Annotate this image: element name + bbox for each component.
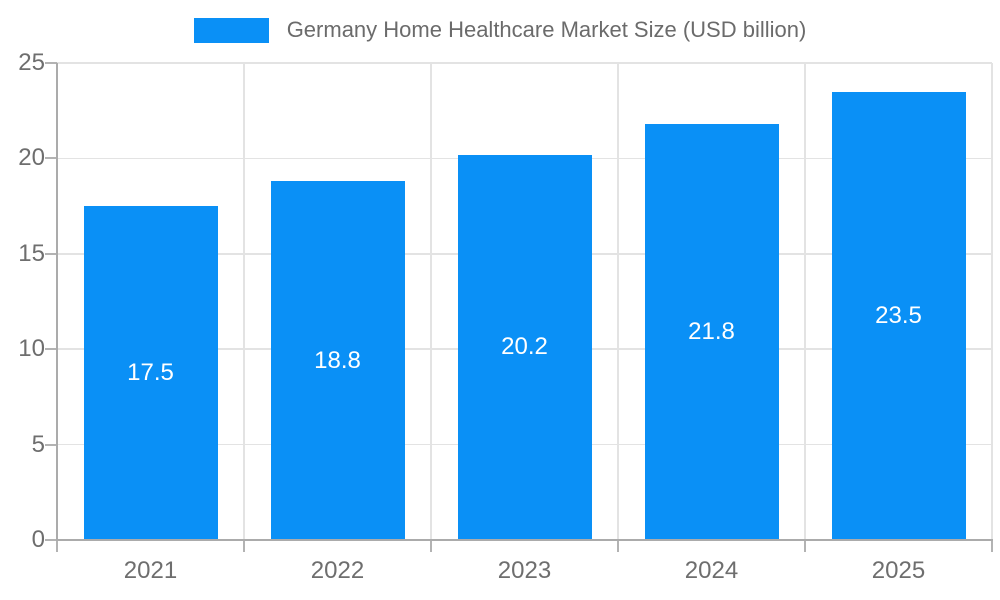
x-axis-tick xyxy=(243,540,245,552)
bar-2021 xyxy=(83,206,218,540)
y-axis-tick-label: 20 xyxy=(18,144,45,172)
bar-value-label: 17.5 xyxy=(127,359,174,387)
y-axis-tick xyxy=(45,443,57,446)
x-axis-tick-label: 2024 xyxy=(684,557,739,584)
x-axis-tick-label: 2025 xyxy=(871,557,926,584)
y-axis-tick-label: 15 xyxy=(18,239,45,267)
gridline-vertical xyxy=(617,63,619,540)
x-axis-tick xyxy=(430,540,432,552)
y-axis-tick xyxy=(45,252,57,255)
gridline-vertical xyxy=(243,63,245,540)
gridline-vertical xyxy=(991,63,993,540)
legend-item[interactable]: Germany Home Healthcare Market Size (USD… xyxy=(0,17,1000,43)
x-axis-tick xyxy=(56,540,58,552)
bar-value-label: 21.8 xyxy=(688,318,735,346)
x-axis-tick xyxy=(617,540,619,552)
y-axis-tick-label: 0 xyxy=(31,526,45,553)
y-axis-tick-label: 10 xyxy=(18,335,45,363)
bar-value-label: 23.5 xyxy=(875,301,922,329)
y-axis-tick xyxy=(45,62,57,64)
bar-2022 xyxy=(270,181,405,540)
y-axis-tick xyxy=(45,348,57,351)
y-axis-line xyxy=(56,63,58,541)
bar-value-label: 18.8 xyxy=(314,346,361,374)
y-axis-tick xyxy=(45,539,57,541)
y-axis-tick xyxy=(45,157,57,160)
y-axis-tick-label: 25 xyxy=(18,49,45,76)
bar-2024 xyxy=(644,124,779,540)
x-axis-line xyxy=(56,539,993,541)
x-axis-tick xyxy=(804,540,806,552)
gridline-vertical xyxy=(804,63,806,540)
y-axis-tick-label: 5 xyxy=(31,430,45,458)
gridline-vertical xyxy=(430,63,432,540)
x-axis-tick xyxy=(991,540,993,552)
gridline-horizontal xyxy=(57,62,992,64)
x-axis-tick-label: 2022 xyxy=(310,557,365,584)
x-axis-tick-label: 2021 xyxy=(123,557,178,584)
bar-2025 xyxy=(831,91,966,540)
bar-2023 xyxy=(457,154,592,540)
legend-label: Germany Home Healthcare Market Size (USD… xyxy=(286,17,807,42)
x-axis-tick-label: 2023 xyxy=(497,557,552,584)
legend-swatch xyxy=(193,17,269,43)
bar-value-label: 20.2 xyxy=(501,333,548,361)
